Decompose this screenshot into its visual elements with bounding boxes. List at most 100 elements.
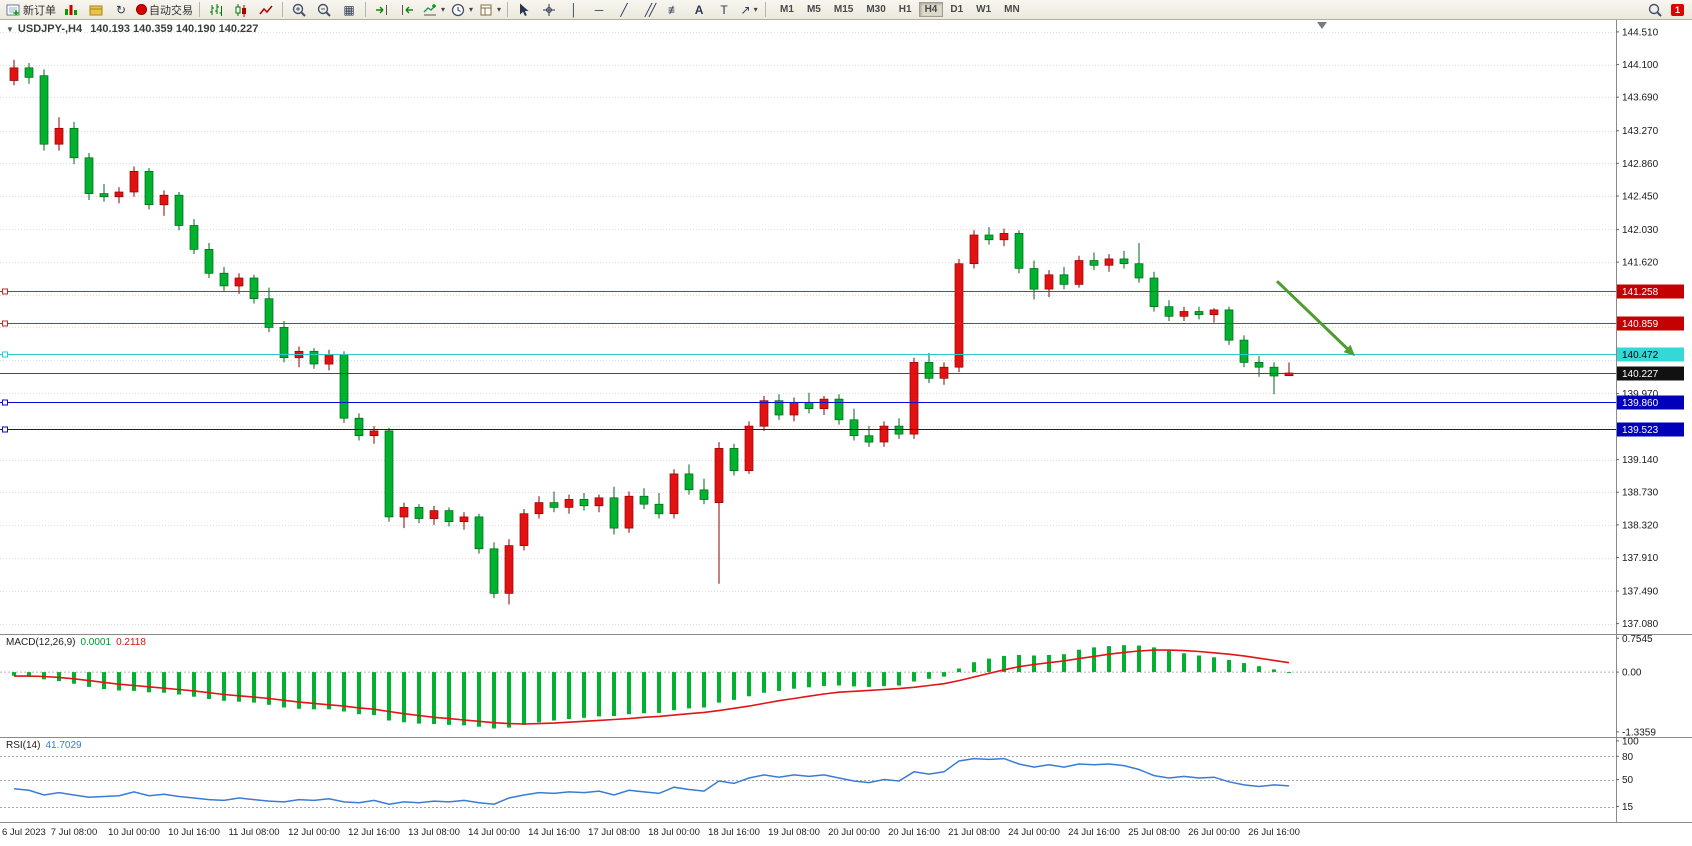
svg-text:141.258: 141.258: [1622, 287, 1659, 298]
macd-main-value: 0.0001: [80, 637, 112, 648]
period-button-D1[interactable]: D1: [950, 4, 964, 15]
profile-icon: [89, 5, 103, 15]
ohlc-values: 140.193 140.359 140.190 140.227: [90, 23, 259, 35]
auto-scroll-button[interactable]: [370, 1, 394, 19]
cursor-button[interactable]: [512, 1, 536, 19]
period-button-M30[interactable]: M30: [866, 4, 886, 15]
rsi-name: RSI(14): [6, 740, 41, 751]
text-icon: A: [694, 2, 704, 17]
refresh-button[interactable]: ↻: [109, 1, 133, 19]
time-label: 26 Jul 16:00: [1248, 827, 1300, 838]
main-chart-pane: 144.510 144.100 143.690 143.270 142.860 142.4…: [0, 20, 1692, 634]
macd-signal-line: [14, 649, 1290, 725]
hline-141.258[interactable]: 141.258: [0, 284, 1684, 299]
svg-text:140.859: 140.859: [1622, 319, 1659, 330]
period-button-H1[interactable]: H1: [898, 4, 912, 15]
quotes-icon: [65, 4, 77, 15]
svg-text:100: 100: [1622, 737, 1639, 747]
svg-text:140.472: 140.472: [1622, 350, 1659, 361]
auto-scroll-icon: [376, 4, 387, 15]
period-button-M15[interactable]: M15: [833, 4, 854, 15]
label-button[interactable]: T: [712, 1, 736, 19]
autotrading-button[interactable]: 自动交易: [134, 1, 195, 19]
collapse-chart-icon[interactable]: ▼: [6, 25, 14, 34]
svg-text:140.227: 140.227: [1622, 369, 1659, 380]
trend-arrow[interactable]: [1275, 280, 1355, 357]
templates-icon: [480, 4, 492, 15]
candlestick-button[interactable]: [229, 1, 253, 19]
separator: [365, 2, 366, 17]
hline-139.860[interactable]: 139.860: [0, 395, 1684, 410]
text-button[interactable]: A: [687, 1, 711, 19]
period-button-W1[interactable]: W1: [976, 4, 992, 15]
candles: [9, 59, 1294, 605]
label-icon: T: [720, 2, 728, 17]
bars-icon: [210, 3, 222, 16]
line-chart-icon: [259, 5, 273, 14]
hline-140.859[interactable]: 140.859: [0, 316, 1684, 331]
time-axis[interactable]: 6 Jul 2023 7 Jul 08:00 10 Jul 00:00 10 Jul …: [0, 822, 1692, 846]
quotes-button[interactable]: [59, 1, 83, 19]
rsi-canvas[interactable]: 100 80 50 15: [0, 737, 1692, 822]
svg-text:139.140: 139.140: [1622, 455, 1659, 466]
crosshair-button[interactable]: [537, 1, 561, 19]
rsi-label: RSI(14) 41.7029: [6, 740, 82, 751]
bar-chart-button[interactable]: [204, 1, 228, 19]
templates-button[interactable]: ▾: [476, 1, 503, 19]
svg-text:139.970: 139.970: [1622, 389, 1659, 400]
vertical-line-button[interactable]: │: [562, 1, 586, 19]
channel-icon: ╱╱: [644, 2, 657, 17]
period-button-MN[interactable]: MN: [1004, 4, 1020, 15]
fibonacci-button[interactable]: ≢: [662, 1, 686, 19]
toolbar: 新订单 ↻ 自动交易 ▦ ▾ ▾: [0, 0, 1692, 20]
period-button-H4[interactable]: H4: [918, 2, 944, 17]
shift-chart-button[interactable]: [395, 1, 419, 19]
time-label: 20 Jul 16:00: [888, 827, 940, 838]
line-chart-button[interactable]: [254, 1, 278, 19]
periods-clock-icon: [451, 3, 465, 16]
time-label: 24 Jul 16:00: [1068, 827, 1120, 838]
channel-button[interactable]: ╱╱: [637, 1, 661, 19]
time-label: 12 Jul 00:00: [288, 827, 340, 838]
svg-text:143.270: 143.270: [1622, 126, 1659, 137]
zoom-in-icon: [292, 3, 306, 17]
arrows-button[interactable]: ↗ ▾: [737, 1, 761, 19]
new-order-label: 新订单: [23, 4, 56, 17]
rsi-value: 41.7029: [45, 740, 82, 751]
add-indicator-button[interactable]: ▾: [420, 1, 447, 19]
symbol-period-label: USDJPY-,H4: [17, 23, 83, 35]
separator: [765, 2, 767, 17]
svg-text:142.860: 142.860: [1622, 159, 1659, 170]
svg-text:139.523: 139.523: [1622, 425, 1659, 436]
periods-button[interactable]: ▾: [448, 1, 475, 19]
new-order-button[interactable]: 新订单: [3, 1, 58, 19]
svg-text:50: 50: [1622, 775, 1634, 786]
hline-139.523[interactable]: 139.523: [0, 422, 1684, 437]
macd-canvas[interactable]: 0.7545 0.00 -1.3359: [0, 634, 1692, 737]
time-label: 14 Jul 00:00: [468, 827, 520, 838]
trendline-icon: ╱: [620, 2, 628, 17]
svg-text:0.7545: 0.7545: [1622, 634, 1653, 645]
hline-140.472[interactable]: 140.472: [0, 347, 1684, 362]
time-label: 26 Jul 00:00: [1188, 827, 1240, 838]
notification-badge[interactable]: 1: [1670, 3, 1684, 16]
main-chart-canvas[interactable]: 144.510 144.100 143.690 143.270 142.860 142.4…: [0, 20, 1692, 634]
zoom-in-button[interactable]: [287, 1, 311, 19]
chevron-down-icon: ▾: [497, 5, 502, 14]
new-order-icon: [6, 4, 20, 15]
time-label: 10 Jul 00:00: [108, 827, 160, 838]
tile-windows-button[interactable]: ▦: [337, 1, 361, 19]
period-button-M1[interactable]: M1: [780, 4, 794, 15]
search-icon[interactable]: [1647, 2, 1663, 18]
horizontal-line-button[interactable]: ─: [587, 1, 611, 19]
profile-button[interactable]: [84, 1, 108, 19]
time-label: 20 Jul 00:00: [828, 827, 880, 838]
svg-text:137.910: 137.910: [1622, 553, 1659, 564]
zoom-out-button[interactable]: [312, 1, 336, 19]
period-button-M5[interactable]: M5: [806, 4, 821, 15]
svg-text:80: 80: [1622, 752, 1634, 763]
time-label: 17 Jul 08:00: [588, 827, 640, 838]
trendline-button[interactable]: ╱: [612, 1, 636, 19]
time-label: 14 Jul 16:00: [528, 827, 580, 838]
hline-140.227[interactable]: 140.227: [0, 366, 1684, 381]
